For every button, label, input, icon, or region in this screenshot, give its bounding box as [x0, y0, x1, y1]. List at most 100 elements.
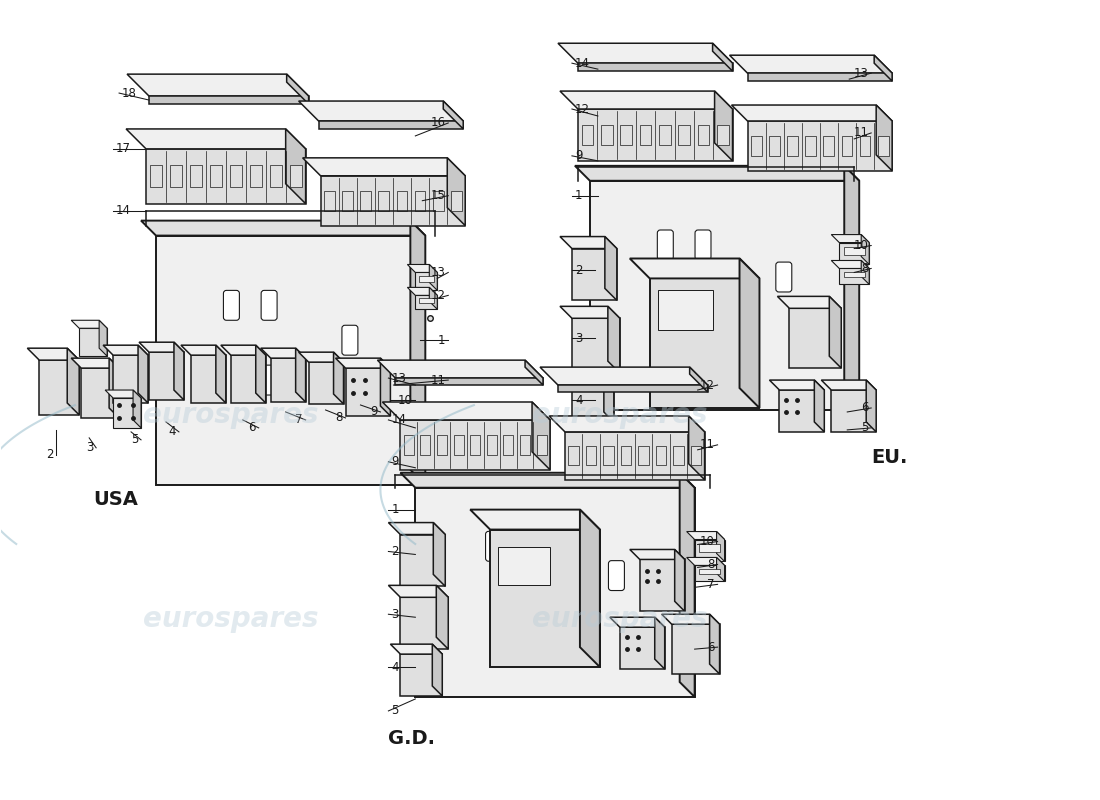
Bar — [604, 446, 614, 466]
Polygon shape — [694, 566, 725, 582]
Bar — [620, 125, 632, 146]
Polygon shape — [609, 618, 664, 627]
Polygon shape — [320, 176, 465, 226]
Bar — [656, 446, 667, 466]
Polygon shape — [689, 416, 705, 480]
FancyBboxPatch shape — [695, 230, 711, 260]
Polygon shape — [40, 360, 79, 415]
Polygon shape — [377, 360, 543, 378]
Bar — [679, 125, 690, 146]
FancyBboxPatch shape — [342, 326, 358, 355]
Bar — [210, 166, 222, 187]
Polygon shape — [287, 74, 309, 104]
Text: 7: 7 — [295, 414, 302, 426]
Polygon shape — [605, 237, 617, 300]
Bar — [859, 136, 870, 156]
Polygon shape — [400, 534, 446, 586]
Polygon shape — [694, 539, 725, 562]
Bar — [700, 569, 720, 574]
Polygon shape — [133, 390, 141, 428]
FancyBboxPatch shape — [695, 298, 711, 329]
Bar — [324, 190, 336, 210]
Bar — [691, 446, 701, 466]
Polygon shape — [832, 390, 877, 432]
Polygon shape — [729, 55, 892, 73]
FancyBboxPatch shape — [223, 290, 240, 320]
Text: 2: 2 — [392, 545, 399, 558]
Polygon shape — [174, 342, 184, 400]
Polygon shape — [148, 352, 184, 400]
Polygon shape — [336, 358, 390, 368]
Polygon shape — [790, 308, 842, 368]
FancyBboxPatch shape — [525, 594, 540, 624]
Polygon shape — [128, 74, 309, 96]
Bar — [150, 166, 162, 187]
Bar — [404, 435, 414, 455]
Polygon shape — [141, 221, 426, 235]
Text: 4: 4 — [168, 426, 176, 438]
Bar — [520, 435, 530, 455]
Polygon shape — [650, 278, 759, 408]
FancyBboxPatch shape — [485, 531, 502, 562]
Text: 15: 15 — [430, 190, 446, 202]
Polygon shape — [578, 109, 733, 161]
Polygon shape — [416, 295, 438, 310]
Polygon shape — [400, 598, 449, 649]
Text: 13: 13 — [392, 371, 406, 385]
Polygon shape — [433, 522, 446, 586]
Text: eurospares: eurospares — [143, 606, 319, 634]
FancyBboxPatch shape — [658, 230, 673, 260]
Polygon shape — [832, 234, 869, 242]
Text: 10: 10 — [854, 239, 868, 252]
Bar — [289, 166, 301, 187]
Polygon shape — [298, 101, 463, 121]
Polygon shape — [139, 342, 184, 352]
Polygon shape — [748, 73, 892, 81]
Text: 18: 18 — [122, 86, 138, 99]
Bar — [673, 446, 684, 466]
Text: 11: 11 — [854, 126, 868, 139]
Bar — [640, 125, 651, 146]
Polygon shape — [319, 121, 463, 129]
Bar — [378, 190, 389, 210]
Polygon shape — [630, 258, 759, 278]
Polygon shape — [216, 345, 225, 403]
Polygon shape — [732, 105, 892, 121]
Text: 14: 14 — [117, 204, 131, 217]
Text: 14: 14 — [575, 57, 590, 70]
Polygon shape — [333, 352, 343, 404]
Polygon shape — [780, 390, 824, 432]
Bar — [601, 125, 613, 146]
Polygon shape — [578, 63, 733, 71]
Polygon shape — [410, 221, 426, 485]
Bar — [878, 136, 889, 156]
Polygon shape — [261, 348, 306, 358]
Polygon shape — [525, 360, 543, 385]
Bar — [717, 125, 728, 146]
Text: 9: 9 — [575, 150, 582, 162]
Polygon shape — [532, 402, 550, 470]
Polygon shape — [443, 101, 463, 129]
Bar — [230, 166, 242, 187]
Bar — [170, 166, 182, 187]
Polygon shape — [99, 320, 107, 356]
Polygon shape — [148, 96, 309, 104]
Bar — [451, 190, 462, 210]
Bar — [805, 136, 816, 156]
Bar — [432, 190, 443, 210]
Polygon shape — [381, 358, 390, 416]
Polygon shape — [549, 416, 705, 432]
Polygon shape — [146, 149, 306, 204]
Polygon shape — [72, 320, 107, 328]
Bar — [396, 190, 407, 210]
Polygon shape — [654, 618, 664, 669]
Text: 4: 4 — [392, 661, 399, 674]
Bar — [844, 247, 865, 254]
Polygon shape — [619, 627, 664, 669]
Polygon shape — [298, 352, 343, 362]
Text: 5: 5 — [861, 422, 868, 434]
Polygon shape — [309, 362, 343, 404]
Polygon shape — [866, 380, 877, 432]
Polygon shape — [231, 355, 266, 403]
Polygon shape — [769, 380, 824, 390]
